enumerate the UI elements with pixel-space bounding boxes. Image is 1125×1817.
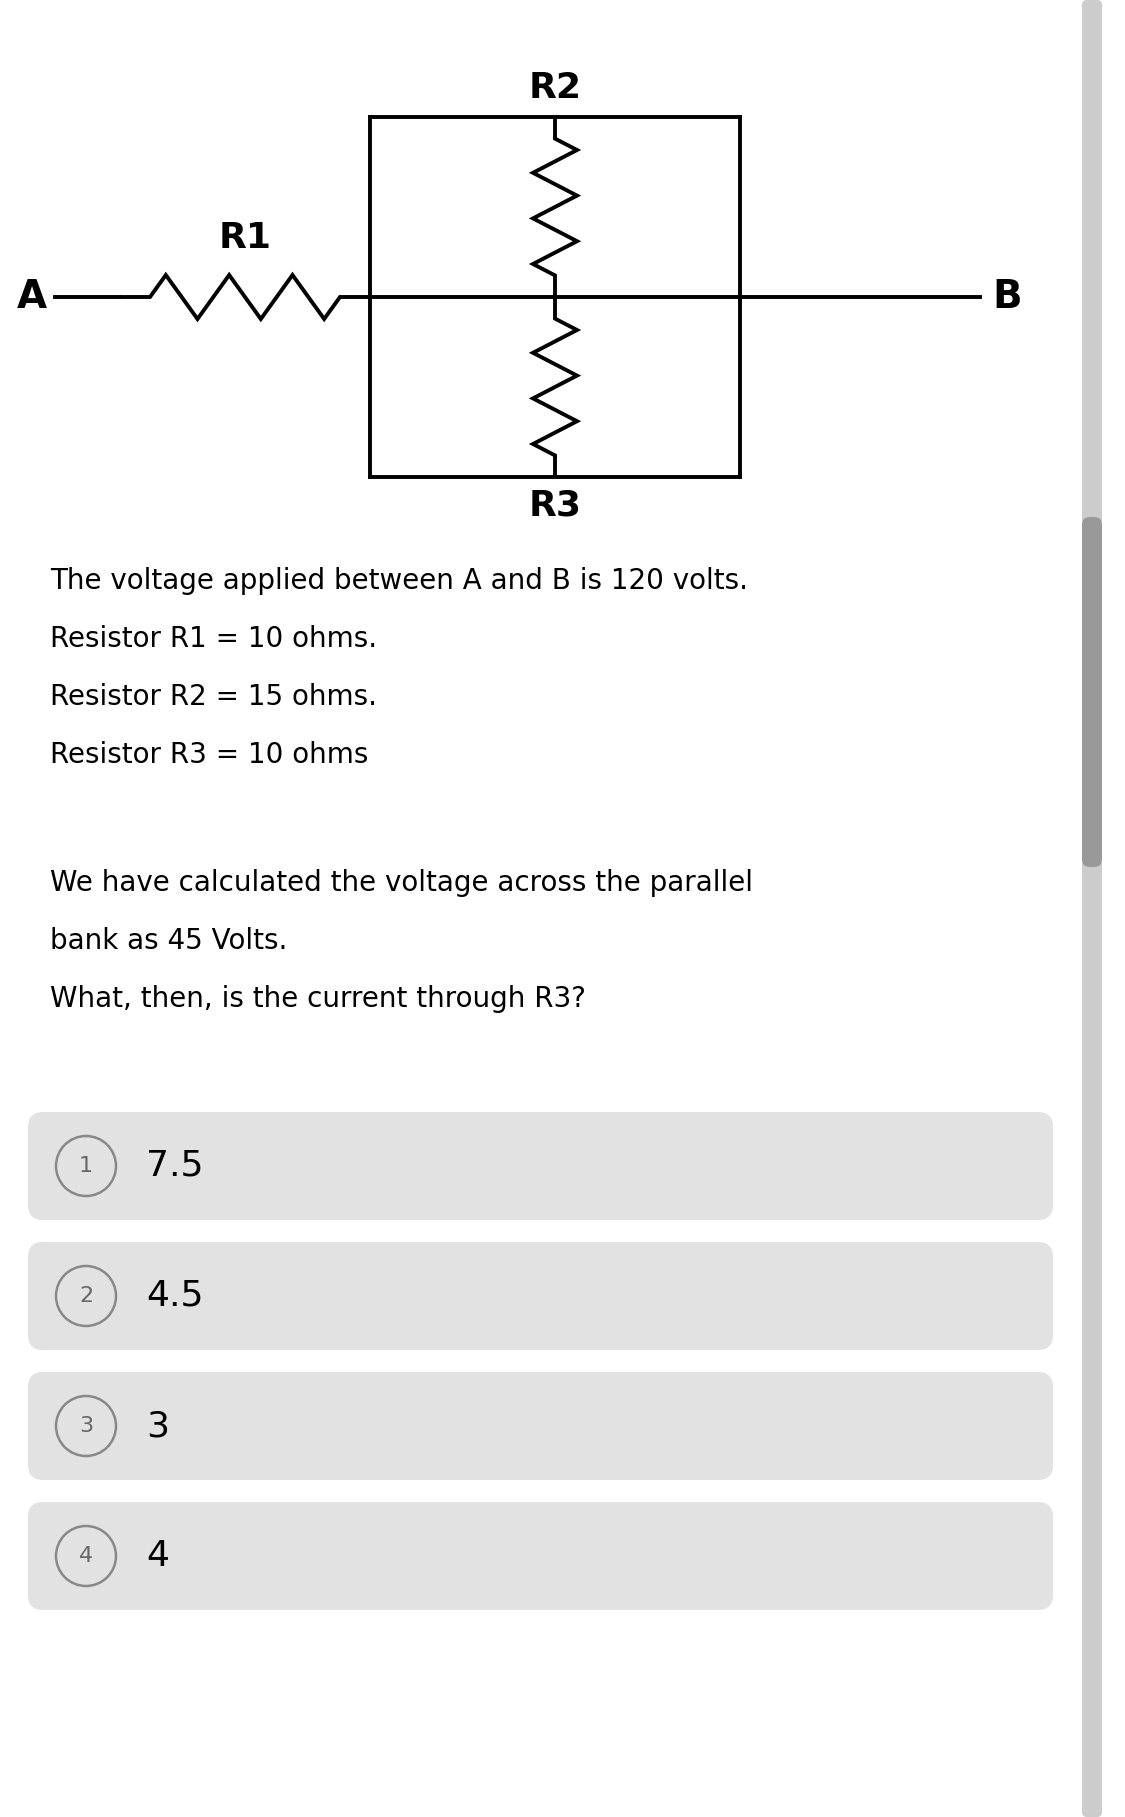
Text: 1: 1 [79, 1156, 93, 1176]
Text: 3: 3 [79, 1415, 93, 1435]
Text: We have calculated the voltage across the parallel: We have calculated the voltage across th… [50, 869, 753, 898]
Text: 3: 3 [146, 1408, 169, 1443]
Text: The voltage applied between A and B is 120 volts.: The voltage applied between A and B is 1… [50, 567, 748, 594]
Text: Resistor R1 = 10 ohms.: Resistor R1 = 10 ohms. [50, 625, 377, 652]
FancyBboxPatch shape [28, 1372, 1053, 1481]
Text: R1: R1 [218, 222, 271, 254]
Text: B: B [992, 278, 1022, 316]
Text: Resistor R2 = 15 ohms.: Resistor R2 = 15 ohms. [50, 683, 377, 710]
Text: 2: 2 [79, 1286, 93, 1306]
FancyBboxPatch shape [28, 1243, 1053, 1350]
Text: R2: R2 [529, 71, 582, 105]
FancyBboxPatch shape [28, 1503, 1053, 1610]
Text: 4: 4 [146, 1539, 169, 1574]
Text: 4.5: 4.5 [146, 1279, 204, 1314]
Text: R3: R3 [529, 489, 582, 523]
Text: 4: 4 [79, 1546, 93, 1566]
Text: What, then, is the current through R3?: What, then, is the current through R3? [50, 985, 586, 1014]
Text: bank as 45 Volts.: bank as 45 Volts. [50, 927, 287, 956]
FancyBboxPatch shape [1082, 518, 1102, 867]
FancyBboxPatch shape [1082, 0, 1102, 1817]
Text: A: A [17, 278, 47, 316]
Text: Resistor R3 = 10 ohms: Resistor R3 = 10 ohms [50, 741, 368, 769]
FancyBboxPatch shape [28, 1112, 1053, 1219]
Text: 7.5: 7.5 [146, 1148, 204, 1183]
